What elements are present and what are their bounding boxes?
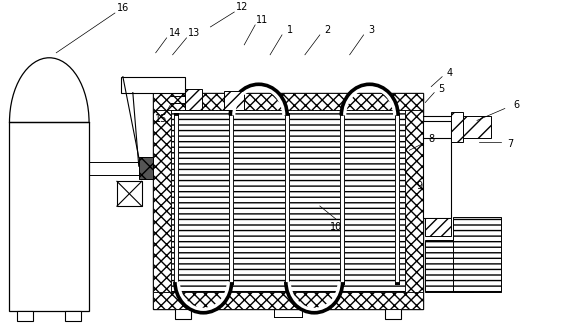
- Text: 13: 13: [189, 28, 201, 38]
- Bar: [117, 181, 142, 206]
- Bar: [423, 121, 451, 218]
- Bar: [153, 291, 423, 309]
- Bar: [463, 117, 491, 138]
- Text: 12: 12: [236, 2, 249, 12]
- Text: 5: 5: [438, 84, 444, 94]
- Bar: [153, 93, 423, 111]
- Bar: [121, 77, 185, 93]
- Text: 11: 11: [256, 15, 268, 25]
- Text: 7: 7: [508, 139, 514, 149]
- Text: 6: 6: [514, 100, 520, 110]
- Bar: [17, 311, 33, 321]
- Bar: [386, 309, 401, 319]
- Bar: [153, 93, 423, 309]
- Text: 4: 4: [446, 68, 452, 78]
- Bar: [171, 111, 405, 291]
- Text: 9: 9: [416, 181, 422, 191]
- Text: 16: 16: [117, 3, 129, 13]
- Bar: [453, 217, 501, 291]
- Bar: [451, 113, 463, 142]
- Bar: [153, 111, 171, 291]
- Text: 3: 3: [368, 25, 375, 35]
- Bar: [175, 309, 190, 319]
- Text: 15: 15: [155, 115, 167, 124]
- Text: 10: 10: [329, 222, 342, 232]
- Bar: [139, 157, 153, 179]
- Bar: [405, 111, 423, 291]
- Bar: [225, 91, 244, 111]
- Text: 2: 2: [325, 25, 331, 35]
- Text: 14: 14: [168, 28, 180, 38]
- Bar: [10, 123, 89, 311]
- Bar: [185, 89, 202, 111]
- Text: 1: 1: [287, 25, 293, 35]
- Bar: [425, 218, 451, 236]
- Bar: [65, 311, 81, 321]
- Bar: [425, 240, 473, 291]
- Text: 8: 8: [428, 134, 434, 144]
